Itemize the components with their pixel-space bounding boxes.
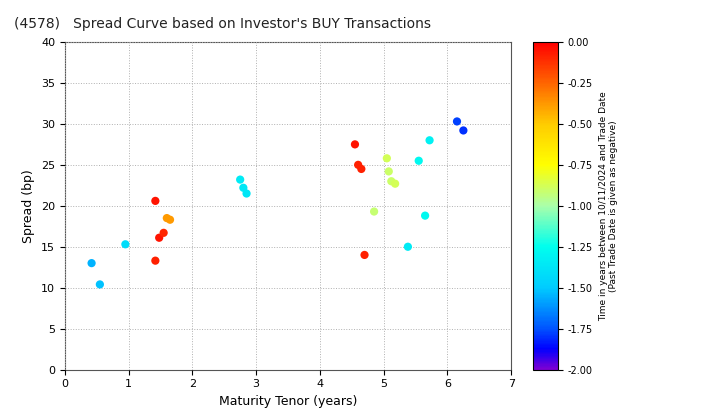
Point [238, 184, 249, 191]
Point [352, 161, 364, 168]
Point [349, 141, 361, 148]
Point [390, 180, 401, 187]
Text: (4578)   Spread Curve based on Investor's BUY Transactions: (4578) Spread Curve based on Investor's … [14, 17, 431, 31]
Point [164, 216, 176, 223]
Point [161, 215, 173, 221]
Point [458, 127, 469, 134]
Point [369, 208, 380, 215]
Point [153, 234, 165, 241]
Point [356, 165, 367, 172]
Point [451, 118, 463, 125]
Point [120, 241, 131, 248]
Point [158, 229, 169, 236]
Point [359, 252, 370, 258]
Text: Time in years between 10/11/2024 and Trade Date
(Past Trade Date is given as neg: Time in years between 10/11/2024 and Tra… [599, 91, 618, 321]
Y-axis label: Spread (bp): Spread (bp) [22, 169, 35, 243]
Point [150, 257, 161, 264]
Point [413, 158, 425, 164]
Point [424, 137, 436, 144]
Point [94, 281, 106, 288]
Point [150, 197, 161, 204]
Point [402, 243, 414, 250]
Point [385, 178, 397, 184]
Point [381, 155, 392, 162]
Point [419, 212, 431, 219]
Point [235, 176, 246, 183]
Point [383, 168, 395, 175]
Point [86, 260, 97, 266]
Point [240, 190, 252, 197]
X-axis label: Maturity Tenor (years): Maturity Tenor (years) [219, 395, 357, 408]
